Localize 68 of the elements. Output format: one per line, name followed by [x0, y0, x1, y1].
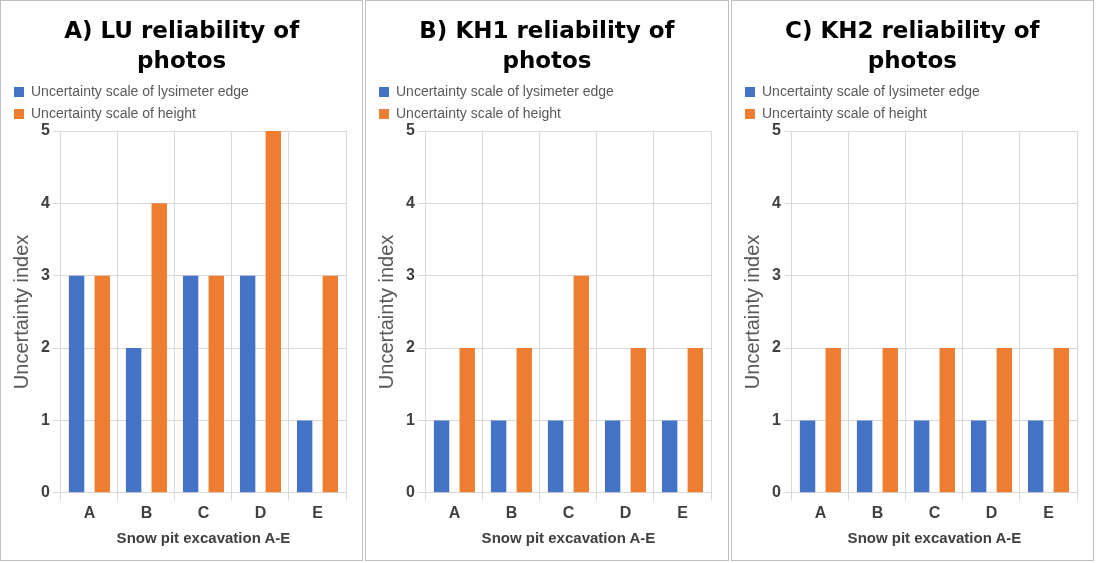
- x-tick-label: B: [505, 503, 518, 521]
- chart-title: C) KH2 reliability of photos: [784, 16, 1041, 75]
- y-tick-label: 3: [40, 266, 50, 284]
- x-axis-title: Snow pit excavation A-E: [847, 529, 1021, 547]
- bar: [94, 275, 110, 493]
- bar: [68, 275, 85, 493]
- bar: [459, 348, 476, 493]
- y-tick-label: 1: [40, 410, 50, 428]
- bar: [265, 131, 281, 493]
- x-tick-label: B: [140, 503, 153, 521]
- x-axis-title: Snow pit excavation A-E: [481, 529, 656, 547]
- bar: [687, 348, 704, 493]
- y-tick-label: 2: [406, 338, 416, 356]
- chart-title: A) LU reliability of photos: [63, 16, 301, 75]
- bar: [125, 348, 142, 493]
- x-tick-label: E: [677, 503, 689, 521]
- legend-label: Uncertainty scale of height: [396, 104, 562, 121]
- x-tick-label: D: [620, 503, 632, 521]
- y-tick-label: 5: [40, 121, 50, 139]
- y-axis-title: Uncertainty index: [9, 234, 32, 390]
- y-tick-label: 1: [771, 410, 781, 428]
- x-tick-label: D: [985, 503, 997, 521]
- x-axis-title: Snow pit excavation A-E: [116, 529, 291, 547]
- y-tick-label: 4: [40, 193, 50, 211]
- bar: [208, 275, 224, 493]
- x-tick-label: D: [254, 503, 267, 521]
- y-tick-label: 0: [406, 483, 416, 501]
- bar: [516, 348, 533, 493]
- x-tick-label: A: [448, 503, 461, 521]
- bar: [151, 203, 167, 493]
- x-tick-label: A: [83, 503, 96, 521]
- legend-label: Uncertainty scale of lysimeter edge: [31, 82, 250, 99]
- x-tick-label: B: [871, 503, 883, 521]
- y-tick-label: 0: [40, 483, 50, 501]
- x-tick-label: A: [814, 503, 827, 521]
- legend-label: Uncertainty scale of lysimeter edge: [396, 82, 615, 99]
- bar: [296, 420, 313, 493]
- x-tick-label: C: [563, 503, 575, 521]
- x-tick-label: C: [197, 503, 210, 521]
- bar: [605, 420, 621, 493]
- bar: [491, 420, 507, 493]
- y-tick-label: 2: [40, 338, 50, 356]
- x-tick-label: E: [312, 503, 324, 521]
- bar: [239, 275, 256, 493]
- y-tick-label: 1: [406, 410, 416, 428]
- bar: [573, 275, 590, 493]
- legend-label: Uncertainty scale of height: [31, 104, 197, 121]
- y-tick-label: 5: [771, 121, 781, 139]
- y-tick-label: 0: [771, 483, 781, 501]
- y-tick-label: 5: [406, 121, 416, 139]
- legend-label: Uncertainty scale of lysimeter edge: [761, 82, 980, 99]
- y-tick-label: 3: [406, 266, 416, 284]
- y-tick-label: 4: [771, 193, 781, 211]
- x-tick-label: C: [928, 503, 941, 521]
- y-axis-title: Uncertainty index: [740, 234, 763, 390]
- chart-title: B) KH1 reliability of photos: [418, 16, 676, 75]
- bar: [434, 420, 450, 493]
- bar: [662, 420, 678, 493]
- bar: [548, 420, 564, 493]
- y-tick-label: 3: [771, 266, 781, 284]
- y-tick-label: 4: [406, 193, 416, 211]
- y-tick-label: 2: [771, 338, 781, 356]
- bar: [322, 275, 339, 493]
- bar: [630, 348, 647, 493]
- legend-label: Uncertainty scale of height: [761, 104, 927, 121]
- y-axis-title: Uncertainty index: [374, 234, 397, 390]
- bar: [182, 275, 199, 493]
- x-tick-label: E: [1042, 503, 1054, 521]
